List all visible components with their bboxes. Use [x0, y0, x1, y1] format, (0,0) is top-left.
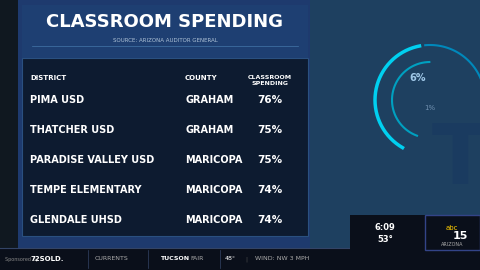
Text: T: T — [432, 120, 480, 201]
Text: abc: abc — [446, 225, 458, 231]
Text: CLASSROOM SPENDING: CLASSROOM SPENDING — [47, 13, 284, 31]
Text: CLASSROOM
SPENDING: CLASSROOM SPENDING — [248, 75, 292, 86]
Text: THATCHER USD: THATCHER USD — [30, 125, 114, 135]
Text: MARICOPA: MARICOPA — [185, 185, 242, 195]
Text: 6:09: 6:09 — [374, 224, 396, 232]
Text: 74%: 74% — [257, 185, 283, 195]
Text: 1%: 1% — [424, 105, 435, 111]
Text: CURRENTS: CURRENTS — [95, 256, 129, 262]
Bar — [0, 0, 18, 270]
Text: 48°: 48° — [225, 256, 236, 262]
Text: 76%: 76% — [257, 95, 283, 105]
Text: TUCSON: TUCSON — [160, 256, 189, 262]
Text: ARIZONA: ARIZONA — [441, 242, 463, 248]
Text: TEMPE ELEMENTARY: TEMPE ELEMENTARY — [30, 185, 142, 195]
Text: 72SOLD.: 72SOLD. — [30, 256, 63, 262]
Bar — [310, 0, 480, 270]
Bar — [350, 215, 425, 250]
Text: FAIR: FAIR — [190, 256, 204, 262]
Text: COUNTY: COUNTY — [185, 75, 217, 81]
Bar — [425, 215, 480, 250]
Text: GLENDALE UHSD: GLENDALE UHSD — [30, 215, 122, 225]
Text: GRAHAM: GRAHAM — [185, 95, 233, 105]
Text: MARICOPA: MARICOPA — [185, 215, 242, 225]
Text: DISTRICT: DISTRICT — [30, 75, 66, 81]
Text: SOURCE: ARIZONA AUDITOR GENERAL: SOURCE: ARIZONA AUDITOR GENERAL — [113, 38, 217, 42]
Text: 74%: 74% — [257, 215, 283, 225]
Text: 15: 15 — [452, 231, 468, 241]
Text: PIMA USD: PIMA USD — [30, 95, 84, 105]
Text: 53°: 53° — [377, 235, 393, 245]
Bar — [22, 58, 308, 236]
Text: MARICOPA: MARICOPA — [185, 155, 242, 165]
Text: PARADISE VALLEY USD: PARADISE VALLEY USD — [30, 155, 154, 165]
Text: 75%: 75% — [257, 155, 283, 165]
Text: 75%: 75% — [257, 125, 283, 135]
Text: Sponsored by: Sponsored by — [5, 256, 38, 262]
Bar — [22, 5, 308, 58]
Bar — [0, 248, 480, 270]
Text: 6%: 6% — [410, 73, 426, 83]
Bar — [425, 215, 480, 250]
Text: GRAHAM: GRAHAM — [185, 125, 233, 135]
Text: |: | — [245, 256, 247, 262]
Text: WIND: NW 3 MPH: WIND: NW 3 MPH — [255, 256, 310, 262]
